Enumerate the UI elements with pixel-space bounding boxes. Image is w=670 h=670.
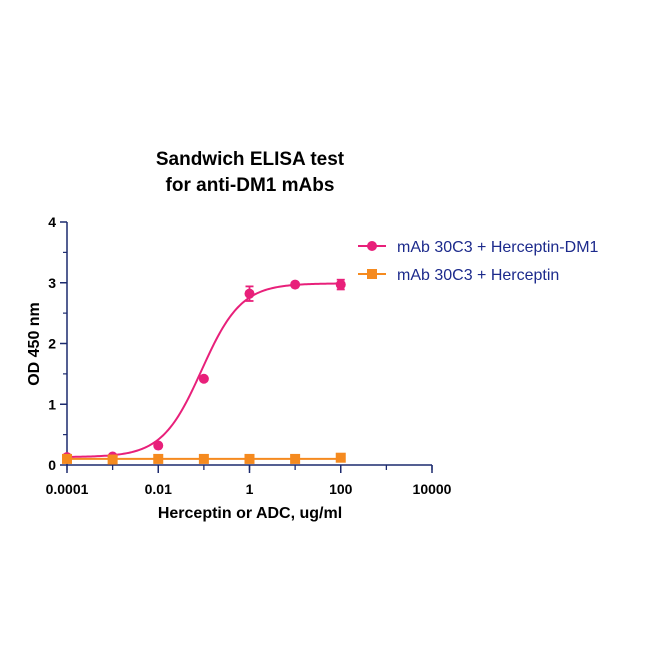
- y-axis-label: OD 450 nm: [26, 302, 43, 386]
- chart-title-line-1: Sandwich ELISA test: [156, 149, 345, 170]
- legend-label-1: mAb 30C3 + Herceptin-DM1: [397, 239, 599, 256]
- data-point-1: [153, 440, 164, 451]
- x-axis-label: Herceptin or ADC, ug/ml: [158, 505, 342, 522]
- x-tick-label: 0.0001: [46, 481, 89, 497]
- y-tick-label: 4: [48, 214, 56, 230]
- y-tick-label: 1: [48, 396, 56, 412]
- legend: mAb 30C3 + Herceptin-DM1 mAb 30C3 + Herce…: [358, 239, 599, 284]
- data-point-2: [198, 453, 209, 464]
- data-point-1: [335, 279, 346, 290]
- x-tick-label: 0.01: [145, 481, 172, 497]
- x-tick-label: 10000: [413, 481, 452, 497]
- data-point-2: [62, 453, 72, 464]
- data-point-2: [107, 454, 118, 465]
- data-point-2: [290, 453, 301, 464]
- fit-curve-1: [66, 282, 341, 458]
- plot-area: 0 1 2 3 4 0.0001 0.01 1 100 10000: [46, 214, 452, 497]
- data-point-2: [335, 452, 346, 463]
- data-point-2: [244, 453, 255, 464]
- x-tick-label: 100: [329, 481, 353, 497]
- x-tick-label: 1: [246, 481, 254, 497]
- legend-marker-1: [367, 241, 377, 251]
- data-point-1: [244, 288, 255, 299]
- y-tick-label: 2: [48, 336, 56, 352]
- y-tick-label: 3: [48, 275, 56, 291]
- data-point-1: [198, 373, 209, 384]
- chart-title-line-2: for anti-DM1 mAbs: [166, 175, 335, 196]
- legend-label-2: mAb 30C3 + Herceptin: [397, 267, 559, 284]
- y-tick-label: 0: [48, 457, 56, 473]
- data-point-2: [153, 453, 164, 464]
- data-point-1: [290, 279, 301, 290]
- legend-marker-2: [367, 269, 377, 279]
